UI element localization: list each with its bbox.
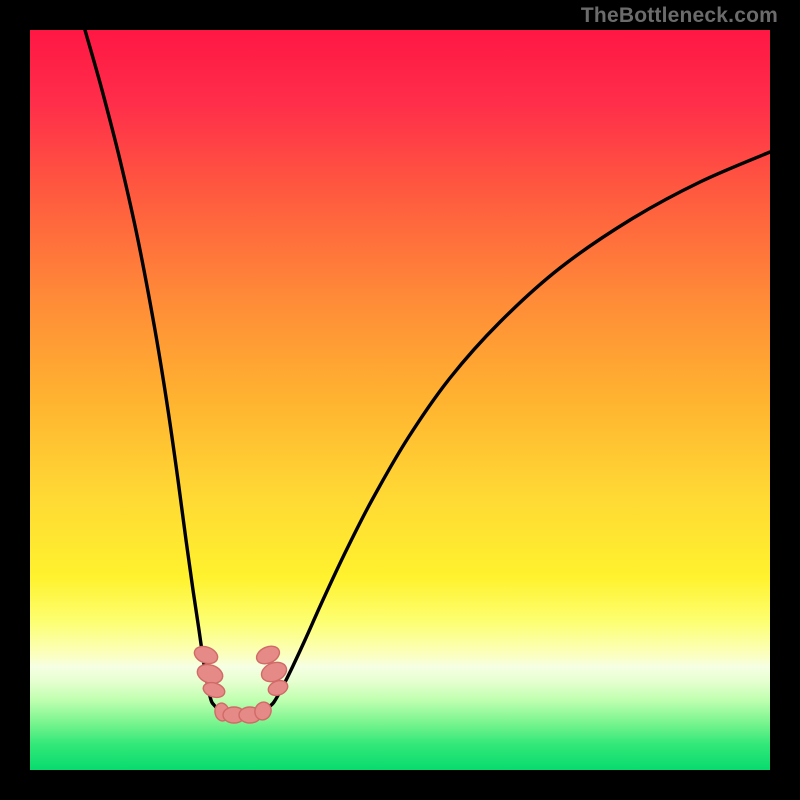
- curve-path: [85, 30, 770, 714]
- chart-frame: { "watermark": { "text": "TheBottleneck.…: [0, 0, 800, 800]
- curve-marker: [201, 680, 226, 700]
- curve-marker: [192, 643, 220, 666]
- bottleneck-curve: [30, 30, 770, 770]
- plot-area: [30, 30, 770, 770]
- watermark-text: TheBottleneck.com: [581, 4, 778, 28]
- curve-markers: [192, 643, 290, 723]
